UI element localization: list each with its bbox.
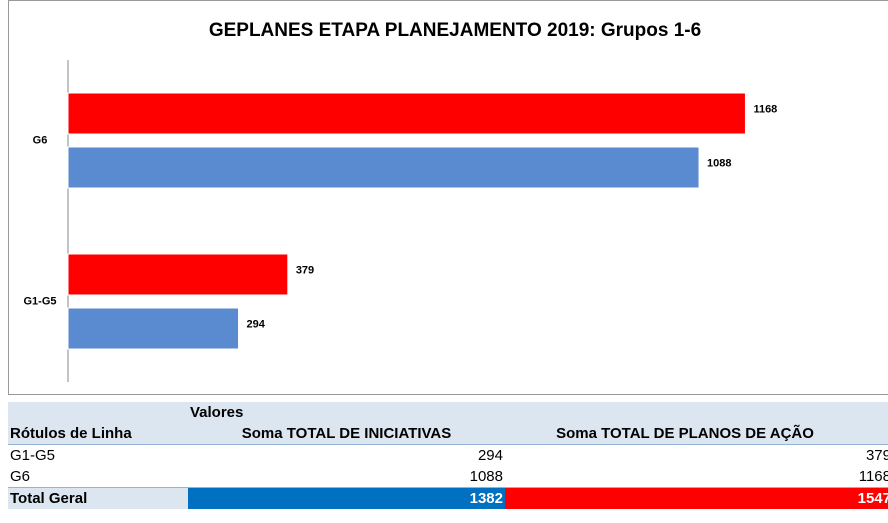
chart: GEPLANES ETAPA PLANEJAMENTO 2019: Grupos…	[8, 0, 888, 395]
data-label: 294	[247, 318, 266, 330]
category-label: G6	[33, 134, 48, 146]
total-cell: 1382	[188, 487, 505, 509]
bar	[67, 307, 240, 350]
cell: 1168	[858, 468, 888, 485]
chart-title: GEPLANES ETAPA PLANEJAMENTO 2019: Grupos…	[209, 20, 701, 41]
group-header: Valores	[188, 402, 505, 423]
cell: 379	[865, 447, 888, 464]
data-label: 1168	[753, 103, 777, 115]
cell: 1088	[469, 468, 503, 485]
bar	[67, 92, 746, 135]
total-cell: 1547	[505, 487, 888, 509]
column-header: Soma TOTAL DE PLANOS DE AÇÃO	[505, 423, 888, 445]
category-label: G1-G5	[23, 295, 56, 307]
data-label: 1088	[707, 157, 731, 169]
row-label: G1-G5	[10, 447, 56, 464]
total-label: Total Geral	[8, 487, 188, 509]
cell	[505, 402, 888, 423]
cell: 294	[477, 447, 503, 464]
column-header: Rótulos de Linha	[8, 423, 188, 445]
column-header: Soma TOTAL DE INICIATIVAS	[188, 423, 505, 445]
pivot-table: Valores Rótulos de Linha Soma TOTAL DE I…	[8, 402, 888, 509]
bar	[67, 146, 700, 189]
row-label: G6	[10, 468, 31, 485]
cell	[8, 402, 188, 423]
bar	[67, 253, 289, 296]
data-label: 379	[296, 264, 314, 276]
